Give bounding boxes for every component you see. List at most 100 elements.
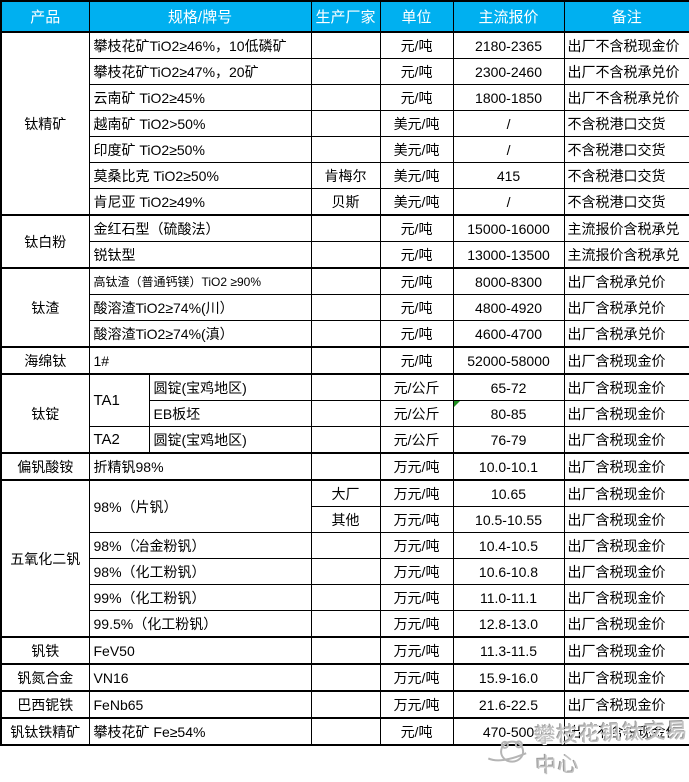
spec-cell: 印度矿 TiO2≥50% [88, 136, 312, 163]
spec-cell: 98%（片钒） [88, 479, 312, 533]
note-cell: 出厂含税现金价 [563, 610, 689, 638]
price-cell: 415 [452, 162, 565, 189]
note-cell: 不含税港口交货 [563, 136, 689, 163]
unit-cell: 万元/吨 [379, 584, 454, 611]
table-row: TA2 圆锭(宝鸡地区) 元/公斤 76-79 出厂含税现金价 [1, 426, 689, 454]
price-cell: 80-85 [452, 400, 565, 427]
note-cell: 出厂含税现金价 [563, 426, 689, 454]
table-row: 钛渣 高钛渣（普通钙镁）TiO2 ≥90% 元/吨 8000-8300 出厂含税… [0, 267, 689, 348]
price-cell: 10.4-10.5 [452, 532, 565, 559]
note-cell: 出厂含税承兑价 [563, 267, 689, 295]
note-cell: 出厂含税现金价 [563, 532, 689, 559]
price-cell: 13000-13500 [452, 241, 565, 269]
table-row: EB板坯 元/公斤 80-85 出厂含税现金价 [1, 400, 689, 427]
price-cell: 8000-8300 [452, 267, 565, 295]
price-cell: 12.8-13.0 [452, 610, 565, 638]
table-row: 五氧化二钒 98%（片钒） 大厂 万元/吨 10.65 出厂含税现金价 [0, 479, 689, 638]
table-row: 钛精矿 攀枝花矿TiO2≥46%，10低磷矿 元/吨 2180-2365 出厂不… [0, 31, 689, 216]
spec-cell: 肯尼亚 TiO2≥49% [88, 188, 312, 216]
unit-cell: 元/吨 [379, 320, 454, 348]
spec-cell: 99.5%（化工粉钒） [88, 610, 312, 638]
note-cell: 出厂含税现金价 [563, 373, 689, 401]
manufacturer-cell [310, 636, 381, 665]
note-cell: 出厂含税现金价 [563, 690, 689, 719]
manufacturer-cell [310, 532, 381, 559]
price-cell: 10.65 [452, 479, 565, 507]
unit-cell: 万元/吨 [379, 636, 454, 665]
manufacturer-cell: 大厂 [310, 479, 381, 507]
note-cell: 出厂含税现金价 [563, 479, 689, 507]
unit-cell: 元/吨 [379, 84, 454, 111]
note-cell: 出厂含税现金价 [563, 506, 689, 533]
table-row: 钒铁 FeV50 万元/吨 11.3-11.5 出厂含税现金价 [0, 636, 689, 665]
spec-cell: 酸溶渣TiO2≥74%(滇） [88, 320, 312, 348]
unit-cell: 元/公斤 [379, 400, 454, 427]
price-cell: 65-72 [452, 373, 565, 401]
product-group-cell: 钒铁 [0, 636, 90, 665]
spec-cell: 99%（化工粉钒） [88, 584, 312, 611]
unit-cell: 元/公斤 [379, 373, 454, 401]
manufacturer-cell [310, 58, 381, 85]
col-header-spec: 规格/牌号 [88, 0, 312, 33]
product-group-cell: 钒氮合金 [0, 663, 90, 692]
spec-cell: 锐钛型 [88, 241, 312, 269]
table-row: 98%（化工粉钒） 万元/吨 10.6-10.8 出厂含税现金价 [1, 558, 689, 585]
product-group-cell: 海绵钛 [0, 346, 90, 375]
form-cell: EB板坯 [148, 400, 312, 427]
spec-cell: 攀枝花矿TiO2≥47%，20矿 [88, 58, 312, 85]
table-row: 巴西铌铁 FeNb65 万元/吨 21.6-22.5 出厂含税现金价 [0, 690, 689, 719]
table-row: 钛锭 TA1 圆锭(宝鸡地区) 元/公斤 65-72 出厂含税现金价 [0, 373, 689, 454]
spec-cell: 越南矿 TiO2>50% [88, 110, 312, 137]
price-cell: 15000-16000 [452, 214, 565, 242]
table-row: 越南矿 TiO2>50% 美元/吨 / 不含税港口交货 [1, 110, 689, 137]
price-value: 80-85 [490, 405, 527, 422]
table-row: 莫桑比克 TiO2≥50% 肯梅尔 美元/吨 415 不含税港口交货 [1, 162, 689, 189]
price-cell: 11.0-11.1 [452, 584, 565, 611]
spec-cell: 98%（化工粉钒） [88, 558, 312, 585]
note-cell: 出厂不含税现金价 [563, 717, 689, 746]
unit-cell: 元/吨 [379, 346, 454, 375]
spec-cell: 酸溶渣TiO2≥74%(川） [88, 294, 312, 321]
note-cell: 出厂不含税承兑价 [563, 58, 689, 85]
manufacturer-cell [310, 584, 381, 611]
note-cell: 出厂含税现金价 [563, 584, 689, 611]
note-cell: 出厂不含税现金价 [563, 31, 689, 59]
price-cell: 470-500 [452, 717, 565, 746]
form-cell: 圆锭(宝鸡地区) [148, 373, 312, 401]
manufacturer-cell: 贝斯 [310, 188, 381, 216]
unit-cell: 元/吨 [379, 58, 454, 85]
manufacturer-cell [310, 400, 381, 427]
table-row: 偏钒酸铵 折精钒98% 万元/吨 10.0-10.1 出厂含税现金价 [0, 452, 689, 481]
product-group-cell: 钛精矿 [0, 31, 90, 216]
price-cell: 21.6-22.5 [452, 690, 565, 719]
manufacturer-cell: 肯梅尔 [310, 162, 381, 189]
table-row: 99.5%（化工粉钒） 万元/吨 12.8-13.0 出厂含税现金价 [1, 610, 689, 638]
price-cell: 1800-1850 [452, 84, 565, 111]
note-cell: 不含税港口交货 [563, 162, 689, 189]
header-row: 产品 规格/牌号 生产厂家 单位 主流报价 备注 [0, 0, 689, 33]
manufacturer-cell [310, 214, 381, 242]
product-group-cell: 钒钛铁精矿 [0, 717, 90, 746]
product-group-cell: 五氧化二钒 [0, 479, 90, 638]
price-cell: 2180-2365 [452, 31, 565, 59]
product-group-cell: 钛渣 [0, 267, 90, 348]
note-cell: 不含税港口交货 [563, 188, 689, 216]
col-header-product: 产品 [0, 0, 90, 33]
price-cell: / [452, 188, 565, 216]
table-row: 钒钛铁精矿 攀枝花矿 Fe≥54% 元/吨 470-500 出厂不含税现金价 [0, 717, 689, 746]
product-group-cell: 钛白粉 [0, 214, 90, 269]
table-row: 酸溶渣TiO2≥74%(滇） 元/吨 4600-4700 出厂含税承兑价 [1, 320, 689, 348]
table-row: 肯尼亚 TiO2≥49% 贝斯 美元/吨 / 不含税港口交货 [1, 188, 689, 216]
note-cell: 主流报价含税承兑 [563, 214, 689, 242]
unit-cell: 万元/吨 [379, 506, 454, 533]
unit-cell: 美元/吨 [379, 110, 454, 137]
price-cell: 10.6-10.8 [452, 558, 565, 585]
note-cell: 出厂不含税承兑价 [563, 84, 689, 111]
spec-cell: 折精钒98% [88, 452, 312, 481]
price-cell: 11.3-11.5 [452, 636, 565, 665]
product-group-cell: 巴西铌铁 [0, 690, 90, 719]
table-row: 钒氮合金 VN16 万元/吨 15.9-16.0 出厂含税现金价 [0, 663, 689, 692]
spec-cell: 莫桑比克 TiO2≥50% [88, 162, 312, 189]
note-cell: 主流报价含税承兑 [563, 241, 689, 269]
manufacturer-cell [310, 346, 381, 375]
